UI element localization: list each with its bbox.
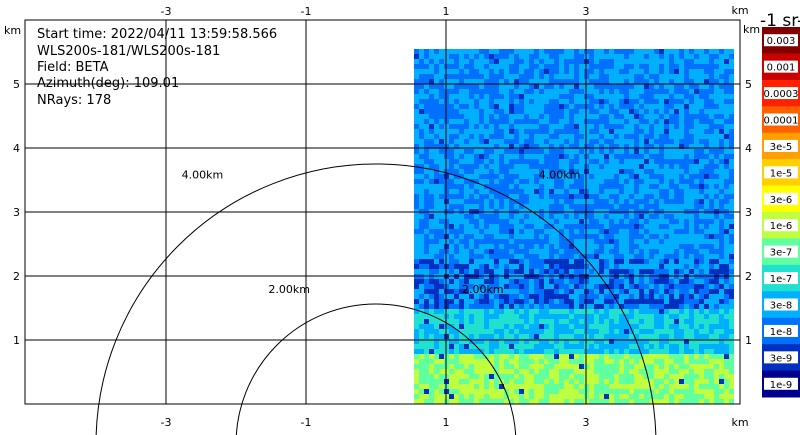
- y-tick-label-left: 2: [13, 270, 20, 283]
- x-tick-label-top: 1: [443, 5, 450, 18]
- x-tick-label-bottom: -1: [301, 416, 312, 429]
- range-ring-label-left: 2.00km: [268, 283, 310, 296]
- colorbar-label: 3e-9: [770, 353, 793, 364]
- range-ring: [95, 163, 657, 435]
- colorbar-label-bg: [764, 219, 798, 232]
- colorbar-label-bg: [764, 113, 798, 126]
- instrument-label: WLS200s-181/WLS200s-181: [37, 44, 221, 59]
- range-ring: [235, 303, 517, 435]
- colorbar-label: 1e-7: [770, 274, 793, 285]
- colorbar-label-bg: [764, 192, 798, 205]
- colorbar-label-bg: [764, 272, 798, 285]
- colorbar-label: 0.003: [767, 36, 796, 47]
- colorbar-label: 3e-8: [770, 301, 793, 312]
- colorbar-label: 1e-5: [770, 168, 793, 179]
- colorbar-label: 3e-5: [770, 142, 793, 153]
- colorbar-label-bg: [764, 324, 798, 337]
- colorbar-units: -1 sr-1: [760, 11, 800, 31]
- colorbar-label: 1e-8: [770, 327, 793, 338]
- y-tick-label-left: 1: [13, 334, 20, 347]
- field-label: Field: BETA: [37, 60, 109, 75]
- x-tick-label-bottom: 3: [583, 416, 590, 429]
- y-tick-label-left: 5: [13, 78, 20, 91]
- x-tick-label-bottom: 1: [443, 416, 450, 429]
- x-unit-top: km: [731, 4, 748, 17]
- colorbar-label-bg: [764, 166, 798, 179]
- colorbar-label: 1e-6: [770, 221, 793, 232]
- y-tick-label-right: 2: [745, 270, 752, 283]
- start-time-label: Start time: 2022/04/11 13:59:58.566: [37, 27, 278, 42]
- colorbar-label-bg: [764, 60, 798, 73]
- x-tick-label-top: -1: [301, 5, 312, 18]
- colorbar-label-bg: [764, 87, 798, 100]
- plot-frame: [24, 19, 741, 405]
- colorbar-label-bg: [764, 377, 798, 390]
- colorbar-label-bg: [764, 139, 798, 152]
- x-tick-label-top: -3: [161, 5, 172, 18]
- colorbar-label: 0.0003: [764, 89, 799, 100]
- colorbar-label: 0.0001: [764, 116, 799, 127]
- range-ring-label-right: 4.00km: [539, 168, 581, 181]
- colorbar-label: 3e-6: [770, 195, 793, 206]
- nrays-label: NRays: 178: [37, 93, 112, 108]
- range-ring-label-right: 2.00km: [462, 283, 504, 296]
- colorbar-label-bg: [764, 298, 798, 311]
- colorbar-label-bg: [764, 34, 798, 47]
- y-tick-label-right: 3: [745, 206, 752, 219]
- y-tick-label-left: 4: [13, 142, 20, 155]
- y-unit-right: km: [743, 23, 760, 36]
- y-tick-label-left: 3: [13, 206, 20, 219]
- x-unit-bottom: km: [731, 416, 748, 429]
- x-tick-label-top: 3: [583, 5, 590, 18]
- x-tick-label-bottom: -3: [161, 416, 172, 429]
- range-ring-label-left: 4.00km: [182, 168, 224, 181]
- y-tick-label-right: 4: [745, 142, 752, 155]
- colorbar-label: 1e-9: [770, 380, 793, 391]
- colorbar-label-bg: [764, 351, 798, 364]
- y-unit-left: km: [4, 24, 21, 37]
- colorbar-label-bg: [764, 245, 798, 258]
- colorbar-label: 3e-7: [770, 248, 793, 259]
- y-tick-label-right: 1: [745, 334, 752, 347]
- colorbar-label: 0.001: [767, 63, 796, 74]
- y-tick-label-right: 5: [745, 78, 752, 91]
